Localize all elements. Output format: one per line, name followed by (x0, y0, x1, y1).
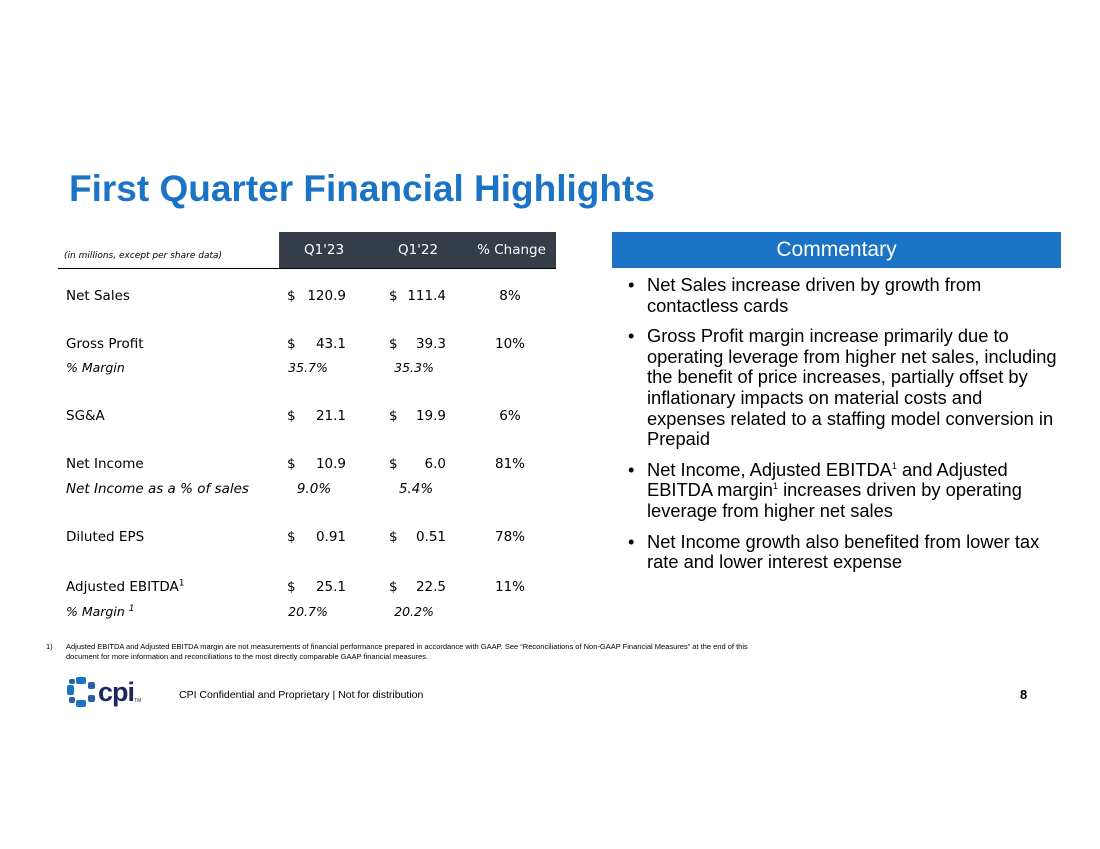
col-header-q123: Q1'23 (303, 242, 345, 258)
col-header-change: % Change (477, 242, 546, 258)
currency-symbol: $ (287, 408, 296, 424)
value-q123: 25.1 (315, 579, 346, 595)
currency-symbol: $ (389, 288, 398, 304)
column-header-bar: Q1'23 Q1'22 % Change (279, 232, 556, 268)
value-q123: 35.7% (288, 360, 328, 375)
currency-symbol: $ (389, 456, 398, 472)
logo-wordmark: cpi (98, 676, 135, 707)
value-q123: 10.9 (315, 456, 346, 472)
table-row: Net Income $ 10.9 $ 6.0 81% (58, 453, 556, 475)
list-item: • Net Income growth also benefited from … (628, 530, 1058, 573)
value-change: 10% (494, 336, 525, 352)
table-row: % Margin 1 20.7% 20.2% (58, 601, 556, 623)
value-q122: 111.4 (407, 288, 446, 304)
value-change: 11% (494, 579, 525, 595)
row-label: Net Income (66, 456, 144, 472)
value-q122: 6.0 (424, 456, 446, 472)
currency-symbol: $ (287, 579, 296, 595)
row-label: Net Sales (66, 288, 130, 304)
table-note: (in millions, except per share data) (64, 251, 223, 261)
footnote-text: Adjusted EBITDA and Adjusted EBITDA marg… (66, 642, 748, 661)
bullet-text: Net Income, Adjusted EBITDA1 and Adjuste… (647, 459, 1022, 521)
page-number: 8 (1020, 687, 1028, 702)
table-header: (in millions, except per share data) Q1'… (58, 232, 556, 269)
value-q122: 20.2% (394, 604, 434, 619)
confidentiality-notice: CPI Confidential and Proprietary | Not f… (179, 689, 424, 701)
footnote-marker: 1 (128, 603, 135, 614)
currency-symbol: $ (389, 336, 398, 352)
currency-symbol: $ (287, 288, 296, 304)
value-q122: 5.4% (398, 481, 434, 497)
bullet-glyph: • (628, 325, 635, 347)
currency-symbol: $ (389, 579, 398, 595)
table-row: Diluted EPS $ 0.91 $ 0.51 78% (58, 526, 556, 548)
value-q122: 35.3% (394, 360, 434, 375)
value-q122: 0.51 (415, 529, 446, 545)
bullet-text: Gross Profit margin increase primarily d… (647, 325, 1057, 450)
currency-symbol: $ (389, 408, 398, 424)
value-q122: 22.5 (415, 579, 446, 595)
table-row: Net Sales $ 120.9 $ 111.4 8% (58, 285, 556, 307)
row-label: Adjusted EBITDA1 (66, 576, 185, 598)
value-q123: 9.0% (296, 481, 332, 497)
table-row: Adjusted EBITDA1 $ 25.1 $ 22.5 11% (58, 576, 556, 598)
footnote-number: 1) (46, 642, 53, 651)
bullet-glyph: • (628, 274, 635, 295)
table-row: Gross Profit $ 43.1 $ 39.3 10% (58, 333, 556, 355)
value-q123: 120.9 (307, 288, 346, 304)
trademark-mark: TM (134, 698, 142, 704)
bullet-text-part: and Adjusted EBITDA margin (647, 458, 1008, 501)
value-change: 6% (499, 408, 521, 424)
table-row: Net Income as a % of sales 9.0% 5.4% (58, 478, 556, 500)
cpi-logo-icon (67, 677, 95, 707)
value-q123: 0.91 (315, 529, 346, 545)
footnote-marker: 1 (178, 578, 185, 589)
bullet-glyph: • (628, 530, 635, 552)
row-label-text: Adjusted EBITDA (66, 579, 179, 595)
row-label: SG&A (66, 408, 105, 424)
table-row: % Margin 35.7% 35.3% (58, 357, 556, 379)
commentary-list: • Net Sales increase driven by growth fr… (628, 274, 1058, 583)
footnote-marker: 1 (772, 481, 778, 492)
value-change: 81% (494, 456, 525, 472)
value-change: 8% (499, 288, 521, 304)
cpi-logo: cpi TM (66, 676, 141, 708)
value-q122: 19.9 (415, 408, 446, 424)
bullet-text-part: increases driven by operating leverage f… (647, 479, 1022, 521)
value-change: 78% (494, 529, 525, 545)
currency-symbol: $ (287, 456, 296, 472)
row-label: % Margin (66, 360, 125, 375)
row-label: Gross Profit (66, 336, 144, 352)
row-label: Net Income as a % of sales (66, 481, 249, 497)
value-q123: 20.7% (288, 604, 328, 619)
row-label: Diluted EPS (66, 529, 145, 545)
bullet-glyph: • (628, 458, 635, 480)
footnote-marker: 1 (891, 460, 897, 471)
list-item: • Net Sales increase driven by growth fr… (628, 274, 1058, 316)
page-title: First Quarter Financial Highlights (69, 168, 655, 209)
row-label: % Margin 1 (66, 601, 134, 623)
table-row: SG&A $ 21.1 $ 19.9 6% (58, 405, 556, 427)
row-label-text: % Margin (66, 604, 129, 619)
bullet-text: Net Income growth also benefited from lo… (647, 530, 1040, 573)
col-header-q122: Q1'22 (397, 242, 439, 258)
list-item: • Net Income, Adjusted EBITDA1 and Adjus… (628, 458, 1058, 522)
financial-table: (in millions, except per share data) Q1'… (58, 232, 556, 619)
currency-symbol: $ (389, 529, 398, 545)
bullet-text-part: Net Income, Adjusted EBITDA (647, 458, 892, 480)
value-q123: 21.1 (315, 408, 346, 424)
bullet-text: Net Sales increase driven by growth from… (647, 274, 982, 316)
list-item: • Gross Profit margin increase primarily… (628, 325, 1058, 450)
commentary-heading: Commentary (612, 232, 1061, 268)
value-q122: 39.3 (415, 336, 446, 352)
currency-symbol: $ (287, 336, 296, 352)
value-q123: 43.1 (315, 336, 346, 352)
currency-symbol: $ (287, 529, 296, 545)
